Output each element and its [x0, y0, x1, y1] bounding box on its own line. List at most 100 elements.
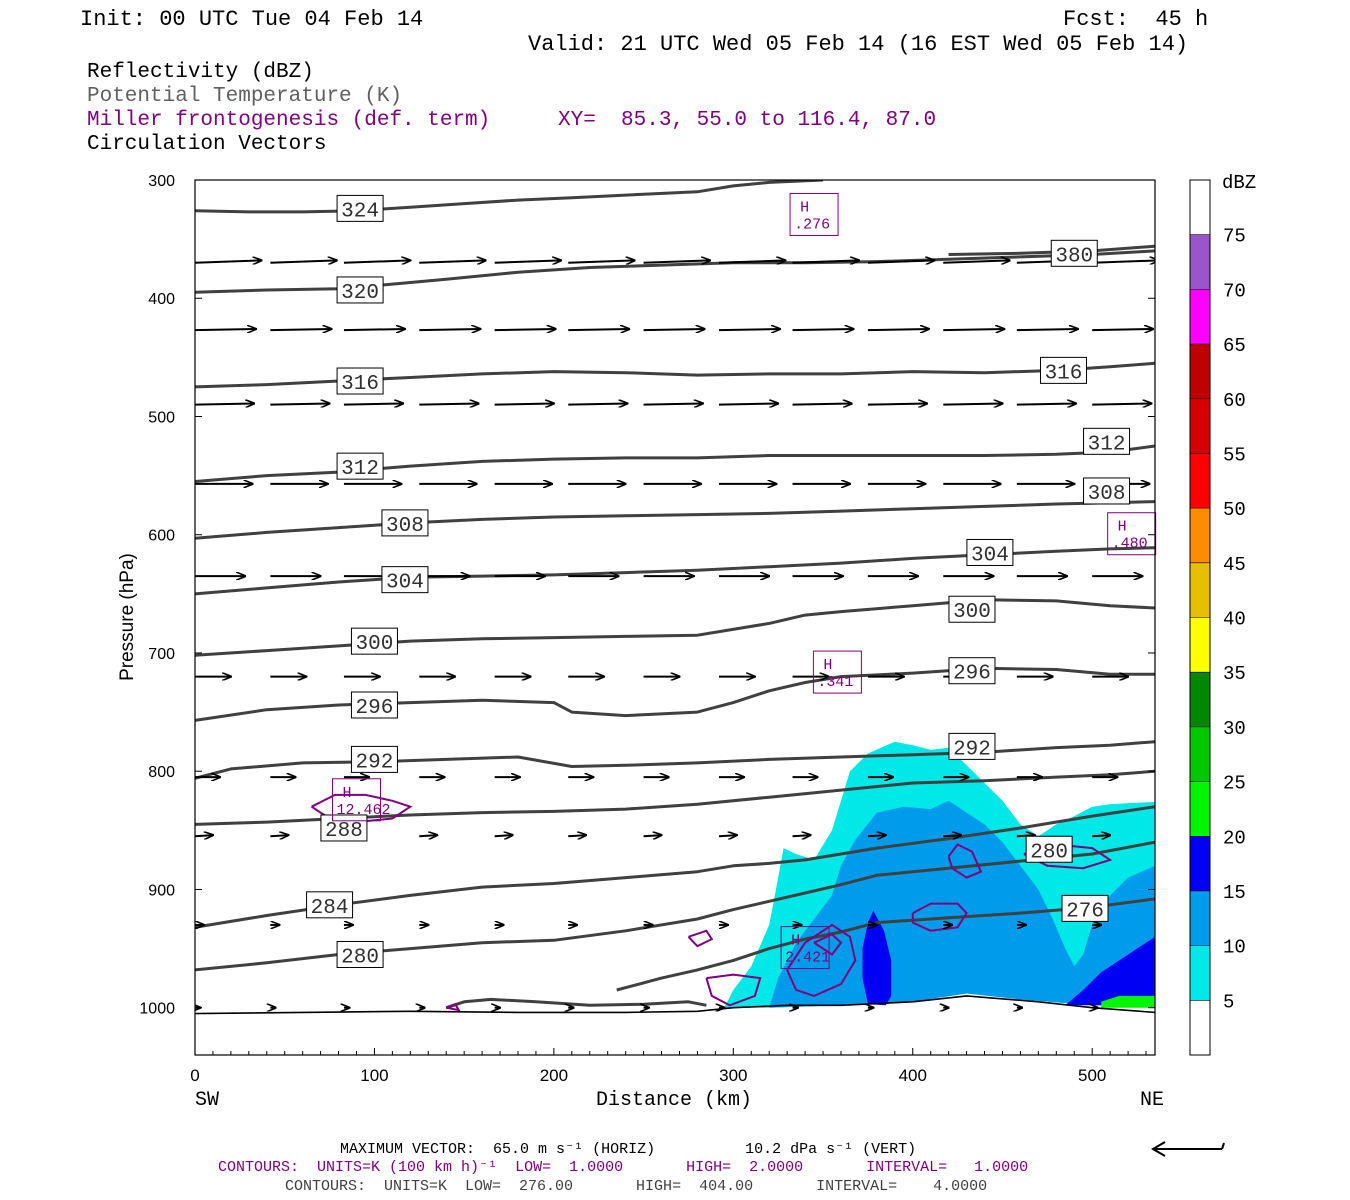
- circulation-vector: [943, 260, 1009, 262]
- circulation-vector: [270, 329, 331, 330]
- circulation-vector: [1092, 329, 1153, 330]
- circulation-vector: [792, 403, 852, 404]
- high-marker: H: [791, 933, 800, 950]
- circulation-vector: [867, 835, 886, 836]
- x-left-end-label: SW: [195, 1089, 219, 1112]
- theta-contour-label: 296: [350, 691, 398, 720]
- reflectivity-area-15dbz: [862, 910, 892, 1006]
- axes-layer: 0 100 200 300 400 500 300 400 500 600 700 800 900 100…: [139, 173, 1155, 1085]
- y-axis-label: Pressure (hPa): [117, 553, 138, 681]
- circulation-vector-layer: [195, 260, 1155, 1007]
- circulation-vector: [568, 835, 586, 836]
- theta-contour-label: 308: [1083, 477, 1131, 506]
- theta-contour-label: 320: [336, 276, 384, 305]
- footer-contours-theta: CONTOURS: UNITS=K LOW= 276.00 HIGH= 404.…: [285, 1178, 987, 1195]
- frontogenesis-high-label: H12.462: [331, 778, 391, 822]
- theta-contour-value: 304: [971, 544, 1009, 567]
- circulation-vector: [867, 403, 927, 404]
- high-value: .341: [817, 674, 853, 691]
- x-tick-label: 0: [190, 1066, 199, 1085]
- colorbar-level-label: 25: [1223, 773, 1246, 795]
- theta-contour-line: [195, 840, 1155, 972]
- circulation-vector: [792, 835, 811, 836]
- frontogenesis-contour: [947, 843, 983, 879]
- colorbar-swatch: [1190, 672, 1210, 727]
- frontogenesis-high-label: H.276: [789, 192, 839, 236]
- colorbar-level-label: 5: [1223, 991, 1234, 1013]
- frontogenesis-high-label: H2.421: [780, 926, 830, 970]
- colorbar-level-label: 70: [1223, 280, 1246, 302]
- frontogenesis-contour: [705, 973, 762, 1007]
- colorbar-swatch: [1190, 781, 1210, 837]
- colorbar-swatch: [1190, 617, 1210, 673]
- theta-contour-label: 304: [381, 566, 429, 595]
- circulation-vector: [568, 260, 634, 262]
- colorbar-swatch: [1190, 398, 1210, 454]
- circulation-vector: [867, 260, 934, 262]
- circulation-vector: [643, 329, 705, 330]
- circulation-vector: [343, 329, 405, 330]
- x-tick-label: 100: [360, 1066, 388, 1085]
- theta-contour-value: 300: [953, 601, 991, 624]
- theta-contour-value: 316: [1045, 362, 1083, 385]
- colorbar-level-label: 60: [1223, 390, 1246, 412]
- circulation-vector: [943, 403, 1002, 404]
- legend-theta: Potential Temperature (K): [87, 85, 402, 108]
- theta-contour-value: 292: [953, 738, 991, 761]
- colorbar-swatch: [1190, 945, 1210, 1001]
- circulation-vector: [568, 329, 629, 330]
- circulation-vector: [792, 329, 854, 330]
- y-tick-label: 500: [148, 409, 175, 426]
- theta-contour-label: 316: [1039, 356, 1087, 385]
- theta-contour-value: 304: [386, 572, 424, 595]
- circulation-vector: [419, 403, 478, 404]
- theta-contour-value: 284: [311, 897, 349, 920]
- frontogenesis-high-label: H.480: [1107, 512, 1157, 556]
- theta-contour-label: 300: [350, 627, 398, 656]
- theta-contour-line: [195, 598, 1155, 657]
- frontogenesis-high-label: H.341: [812, 650, 862, 694]
- circulation-vector: [494, 403, 554, 404]
- theta-contour-line: [195, 740, 1155, 780]
- x-tick-label: 300: [719, 1066, 747, 1085]
- circulation-vector: [419, 835, 437, 836]
- colorbar-level-label: 55: [1223, 444, 1246, 466]
- theta-contour-label: 300: [948, 595, 996, 624]
- colorbar-level-label: 30: [1223, 718, 1246, 740]
- theta-contour-label: 280: [1025, 835, 1073, 864]
- circulation-vector: [943, 329, 1004, 330]
- colorbar-swatch: [1190, 508, 1210, 563]
- colorbar-swatch: [1190, 289, 1210, 345]
- circulation-vector: [1092, 835, 1110, 836]
- theta-contour-label: 288: [320, 814, 368, 843]
- colorbar-swatch: [1190, 562, 1210, 618]
- footer-max-vector: MAXIMUM VECTOR: 65.0 m s⁻¹ (HORIZ) 10.2 …: [340, 1141, 916, 1158]
- y-tick-label: 700: [148, 646, 175, 663]
- circulation-vector: [195, 260, 261, 262]
- theta-contour-value: 296: [356, 697, 394, 720]
- circulation-vector: [1092, 260, 1155, 262]
- theta-contour-value: 292: [356, 751, 394, 774]
- colorbar-swatch: [1190, 726, 1210, 782]
- circulation-vector: [718, 835, 737, 836]
- theta-contour-value: 280: [341, 946, 379, 969]
- theta-contour-line: [195, 546, 1155, 596]
- colorbar-level-label: 35: [1223, 663, 1246, 685]
- forecast-hour: Fcst: 45 h: [1063, 7, 1208, 32]
- theta-label-layer: 324 320 380 316 316 312 312 308 308 304 304 300 300 2…: [306, 194, 1131, 969]
- circulation-vector: [343, 260, 410, 262]
- frontogenesis-contour: [687, 929, 714, 948]
- theta-contour-value: 296: [953, 663, 991, 686]
- circulation-vector: [643, 403, 703, 404]
- colorbar-level-label: 10: [1223, 937, 1246, 959]
- theta-contour-label: 316: [336, 367, 384, 396]
- circulation-vector: [643, 835, 662, 836]
- colorbar-level-label: 50: [1223, 499, 1246, 521]
- reflectivity-area-15dbz: [1065, 936, 1155, 1006]
- colorbar-swatch: [1190, 453, 1210, 509]
- theta-contour-line: [195, 180, 824, 214]
- circulation-vector: [1092, 403, 1151, 404]
- theta-contour-label: 284: [306, 891, 354, 920]
- reflectivity-area-20dbz: [1101, 995, 1155, 1008]
